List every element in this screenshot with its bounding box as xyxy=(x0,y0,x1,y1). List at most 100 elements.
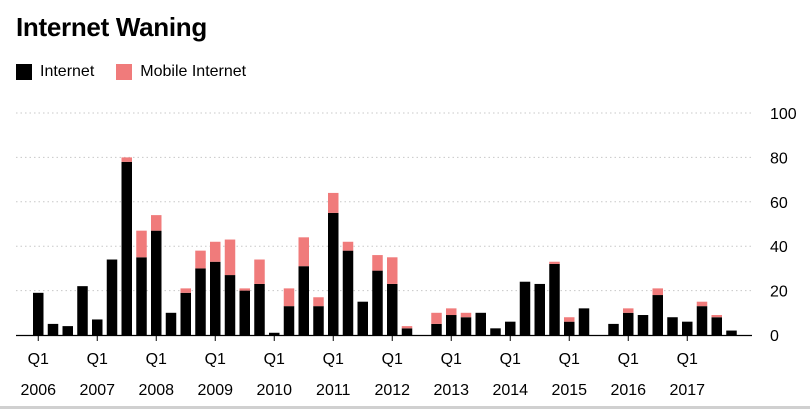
x-tick-label-year: 2015 xyxy=(551,382,587,399)
bar-internet xyxy=(62,326,73,335)
bar-internet xyxy=(47,323,59,335)
bar-internet xyxy=(210,261,221,335)
bar-internet xyxy=(92,319,103,335)
bar-internet xyxy=(33,292,44,335)
bar-internet xyxy=(667,317,678,335)
bar-internet xyxy=(77,286,88,335)
x-tick-label-quarter: Q1 xyxy=(87,351,108,368)
x-tick-label-quarter: Q1 xyxy=(382,351,403,368)
x-tick-label-quarter: Q1 xyxy=(264,351,285,368)
x-tick-label-year: 2007 xyxy=(79,382,115,399)
legend-label-mobile-internet: Mobile Internet xyxy=(140,63,247,80)
x-tick-label-year: 2012 xyxy=(374,382,410,399)
bar-mobile-internet xyxy=(652,288,663,296)
x-tick-label-year: 2013 xyxy=(433,382,469,399)
y-tick-label: 0 xyxy=(770,328,779,345)
bar-internet xyxy=(505,321,516,335)
bar-mobile-internet xyxy=(121,157,132,162)
bar-internet xyxy=(696,306,708,335)
chart-legend: Internet Mobile Internet xyxy=(16,61,268,83)
bar-internet xyxy=(328,212,339,335)
bar-mobile-internet xyxy=(210,241,221,262)
legend-swatch-internet xyxy=(16,64,32,80)
x-tick-label-year: 2010 xyxy=(256,382,292,399)
bar-internet xyxy=(151,230,162,335)
bar-internet xyxy=(357,301,368,335)
bar-mobile-internet xyxy=(460,312,472,318)
bar-internet xyxy=(283,306,295,335)
bar-mobile-internet xyxy=(254,259,265,284)
bar-internet xyxy=(313,306,324,335)
y-tick-label: 80 xyxy=(770,150,788,167)
bar-mobile-internet xyxy=(623,308,634,313)
bottom-rule xyxy=(0,406,810,409)
bar-internet xyxy=(195,268,206,335)
bar-internet xyxy=(387,283,398,335)
bar-mobile-internet xyxy=(696,301,708,307)
bar-internet xyxy=(608,323,619,335)
bar-internet xyxy=(165,312,177,335)
bar-internet xyxy=(682,321,693,335)
bar-mobile-internet xyxy=(151,215,162,231)
legend-label-internet: Internet xyxy=(40,63,95,80)
x-tick-label-year: 2016 xyxy=(610,382,646,399)
x-tick-label-quarter: Q1 xyxy=(559,351,580,368)
bar-mobile-internet xyxy=(431,312,442,324)
x-tick-label-year: 2009 xyxy=(197,382,233,399)
bar-mobile-internet xyxy=(239,288,250,291)
bar-internet xyxy=(136,257,147,335)
bar-internet xyxy=(519,281,531,335)
bar-mobile-internet xyxy=(387,257,398,284)
bar-mobile-internet xyxy=(195,250,206,269)
bar-internet xyxy=(298,266,309,335)
bar-internet xyxy=(534,283,545,335)
bar-internet xyxy=(652,295,663,335)
bar-mobile-internet xyxy=(401,326,413,329)
bar-internet xyxy=(623,312,634,335)
legend-item-mobile-internet: Mobile Internet xyxy=(116,63,246,81)
bar-mobile-internet xyxy=(342,241,354,251)
bar-internet xyxy=(446,315,457,335)
bar-mobile-internet xyxy=(180,288,191,293)
bar-internet xyxy=(549,263,560,335)
x-tick-label-quarter: Q1 xyxy=(677,351,698,368)
bar-internet xyxy=(269,332,280,335)
bar-internet xyxy=(342,250,354,335)
bar-internet xyxy=(726,330,737,335)
bar-internet xyxy=(224,275,236,335)
bar-internet xyxy=(490,328,501,335)
bar-mobile-internet xyxy=(136,230,147,258)
y-tick-label: 60 xyxy=(770,195,788,212)
bar-internet xyxy=(106,259,118,335)
bar-internet xyxy=(401,328,413,335)
x-tick-label-quarter: Q1 xyxy=(441,351,462,368)
x-tick-label-quarter: Q1 xyxy=(28,351,49,368)
y-tick-label: 20 xyxy=(770,284,788,301)
bar-mobile-internet xyxy=(372,255,383,271)
legend-swatch-mobile-internet xyxy=(116,64,133,80)
y-tick-label: 40 xyxy=(770,239,788,256)
bar-internet xyxy=(711,317,722,335)
bar-mobile-internet xyxy=(224,239,236,276)
x-tick-label-year: 2017 xyxy=(669,382,705,399)
chart-title: Internet Waning xyxy=(16,12,207,42)
bar-internet xyxy=(475,312,486,335)
bar-mobile-internet xyxy=(711,315,722,318)
bar-mobile-internet xyxy=(564,317,575,322)
bar-internet xyxy=(372,270,383,335)
bar-mobile-internet xyxy=(446,308,457,316)
bar-mobile-internet xyxy=(328,192,339,213)
x-tick-label-quarter: Q1 xyxy=(146,351,167,368)
bar-internet xyxy=(578,308,590,335)
x-tick-label-quarter: Q1 xyxy=(205,351,226,368)
x-tick-label-year: 2014 xyxy=(492,382,528,399)
x-tick-label-quarter: Q1 xyxy=(618,351,639,368)
x-tick-label-year: 2011 xyxy=(316,382,351,399)
bar-mobile-internet xyxy=(283,288,295,307)
y-tick-label: 100 xyxy=(770,106,797,123)
bar-internet xyxy=(564,321,575,335)
bar-internet xyxy=(180,292,191,335)
bar-internet xyxy=(121,161,132,335)
bar-internet xyxy=(637,315,649,335)
